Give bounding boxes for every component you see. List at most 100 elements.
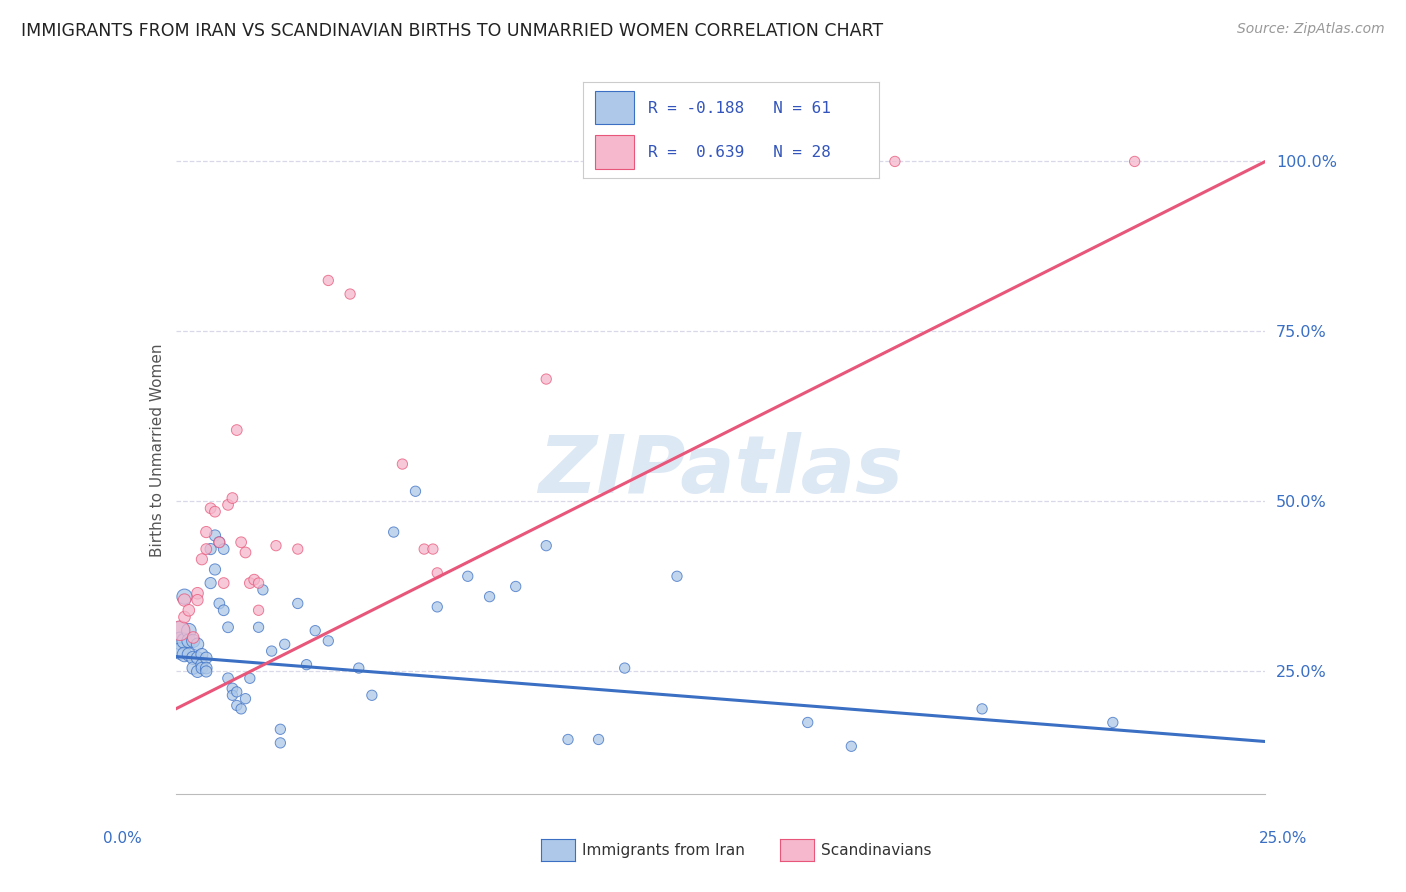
Point [426, 599, 449, 614]
Point [318, 273, 340, 287]
Point [173, 590, 195, 604]
Point [318, 633, 340, 648]
Point [269, 723, 291, 737]
Point [225, 698, 247, 713]
Point [177, 624, 200, 638]
Point [221, 688, 243, 702]
Point [191, 552, 214, 566]
Point [884, 154, 907, 169]
Point [195, 524, 218, 539]
Point [1123, 154, 1146, 169]
Point [231, 535, 253, 549]
Point [796, 715, 818, 730]
Point [169, 624, 191, 638]
Point [235, 545, 257, 559]
Point [557, 732, 579, 747]
Point [186, 593, 209, 607]
Point [186, 637, 209, 651]
Point [225, 685, 247, 699]
Text: Immigrants from Iran: Immigrants from Iran [582, 843, 745, 857]
Point [413, 542, 436, 557]
Point [391, 457, 413, 471]
Point [173, 633, 195, 648]
Point [231, 702, 253, 716]
Point [422, 542, 444, 557]
Point [177, 603, 200, 617]
Point [970, 702, 993, 716]
Point [534, 539, 557, 553]
Point [269, 736, 291, 750]
Point [208, 597, 231, 611]
Point [204, 528, 226, 542]
Point [252, 582, 274, 597]
Point [169, 633, 191, 648]
Point [181, 661, 204, 675]
Point [186, 651, 209, 665]
Point [208, 535, 231, 549]
Point [382, 524, 405, 539]
Text: Source: ZipAtlas.com: Source: ZipAtlas.com [1237, 22, 1385, 37]
Point [177, 633, 200, 648]
Point [287, 597, 309, 611]
Point [204, 505, 226, 519]
Point [841, 739, 863, 754]
Point [426, 566, 449, 580]
Point [208, 535, 231, 549]
Point [195, 542, 218, 557]
Point [304, 624, 326, 638]
Point [221, 491, 243, 505]
Point [534, 372, 557, 386]
Point [588, 732, 610, 747]
Point [221, 681, 243, 696]
Point [347, 661, 370, 675]
Point [247, 603, 270, 617]
Point [195, 651, 218, 665]
Point [173, 593, 195, 607]
Point [243, 573, 266, 587]
Point [217, 671, 239, 685]
Point [666, 569, 689, 583]
Point [186, 586, 209, 600]
Text: R =  0.639   N = 28: R = 0.639 N = 28 [648, 145, 831, 160]
Text: 0.0%: 0.0% [103, 831, 142, 846]
Point [173, 610, 195, 624]
Point [478, 590, 501, 604]
Point [339, 287, 361, 301]
Point [195, 665, 218, 679]
Bar [595, 135, 634, 169]
Bar [595, 91, 634, 125]
Point [212, 603, 235, 617]
Point [217, 498, 239, 512]
Point [191, 661, 214, 675]
Point [1102, 715, 1125, 730]
Point [181, 651, 204, 665]
Point [217, 620, 239, 634]
Point [360, 688, 382, 702]
Point [200, 576, 222, 591]
Point [264, 539, 287, 553]
Text: 25.0%: 25.0% [1260, 831, 1308, 846]
Point [191, 657, 214, 672]
Point [457, 569, 479, 583]
Point [260, 644, 283, 658]
Point [212, 542, 235, 557]
Point [169, 624, 191, 638]
Text: Scandinavians: Scandinavians [821, 843, 932, 857]
Point [169, 644, 191, 658]
Point [287, 542, 309, 557]
Point [195, 661, 218, 675]
Point [200, 542, 222, 557]
Point [173, 648, 195, 662]
Point [186, 665, 209, 679]
Point [181, 633, 204, 648]
Point [295, 657, 318, 672]
Point [225, 423, 247, 437]
Point [247, 576, 270, 591]
Point [212, 576, 235, 591]
Text: ZIPatlas: ZIPatlas [538, 432, 903, 510]
Point [505, 579, 527, 593]
Point [200, 501, 222, 516]
Point [177, 648, 200, 662]
Point [239, 671, 262, 685]
Point [405, 484, 427, 499]
